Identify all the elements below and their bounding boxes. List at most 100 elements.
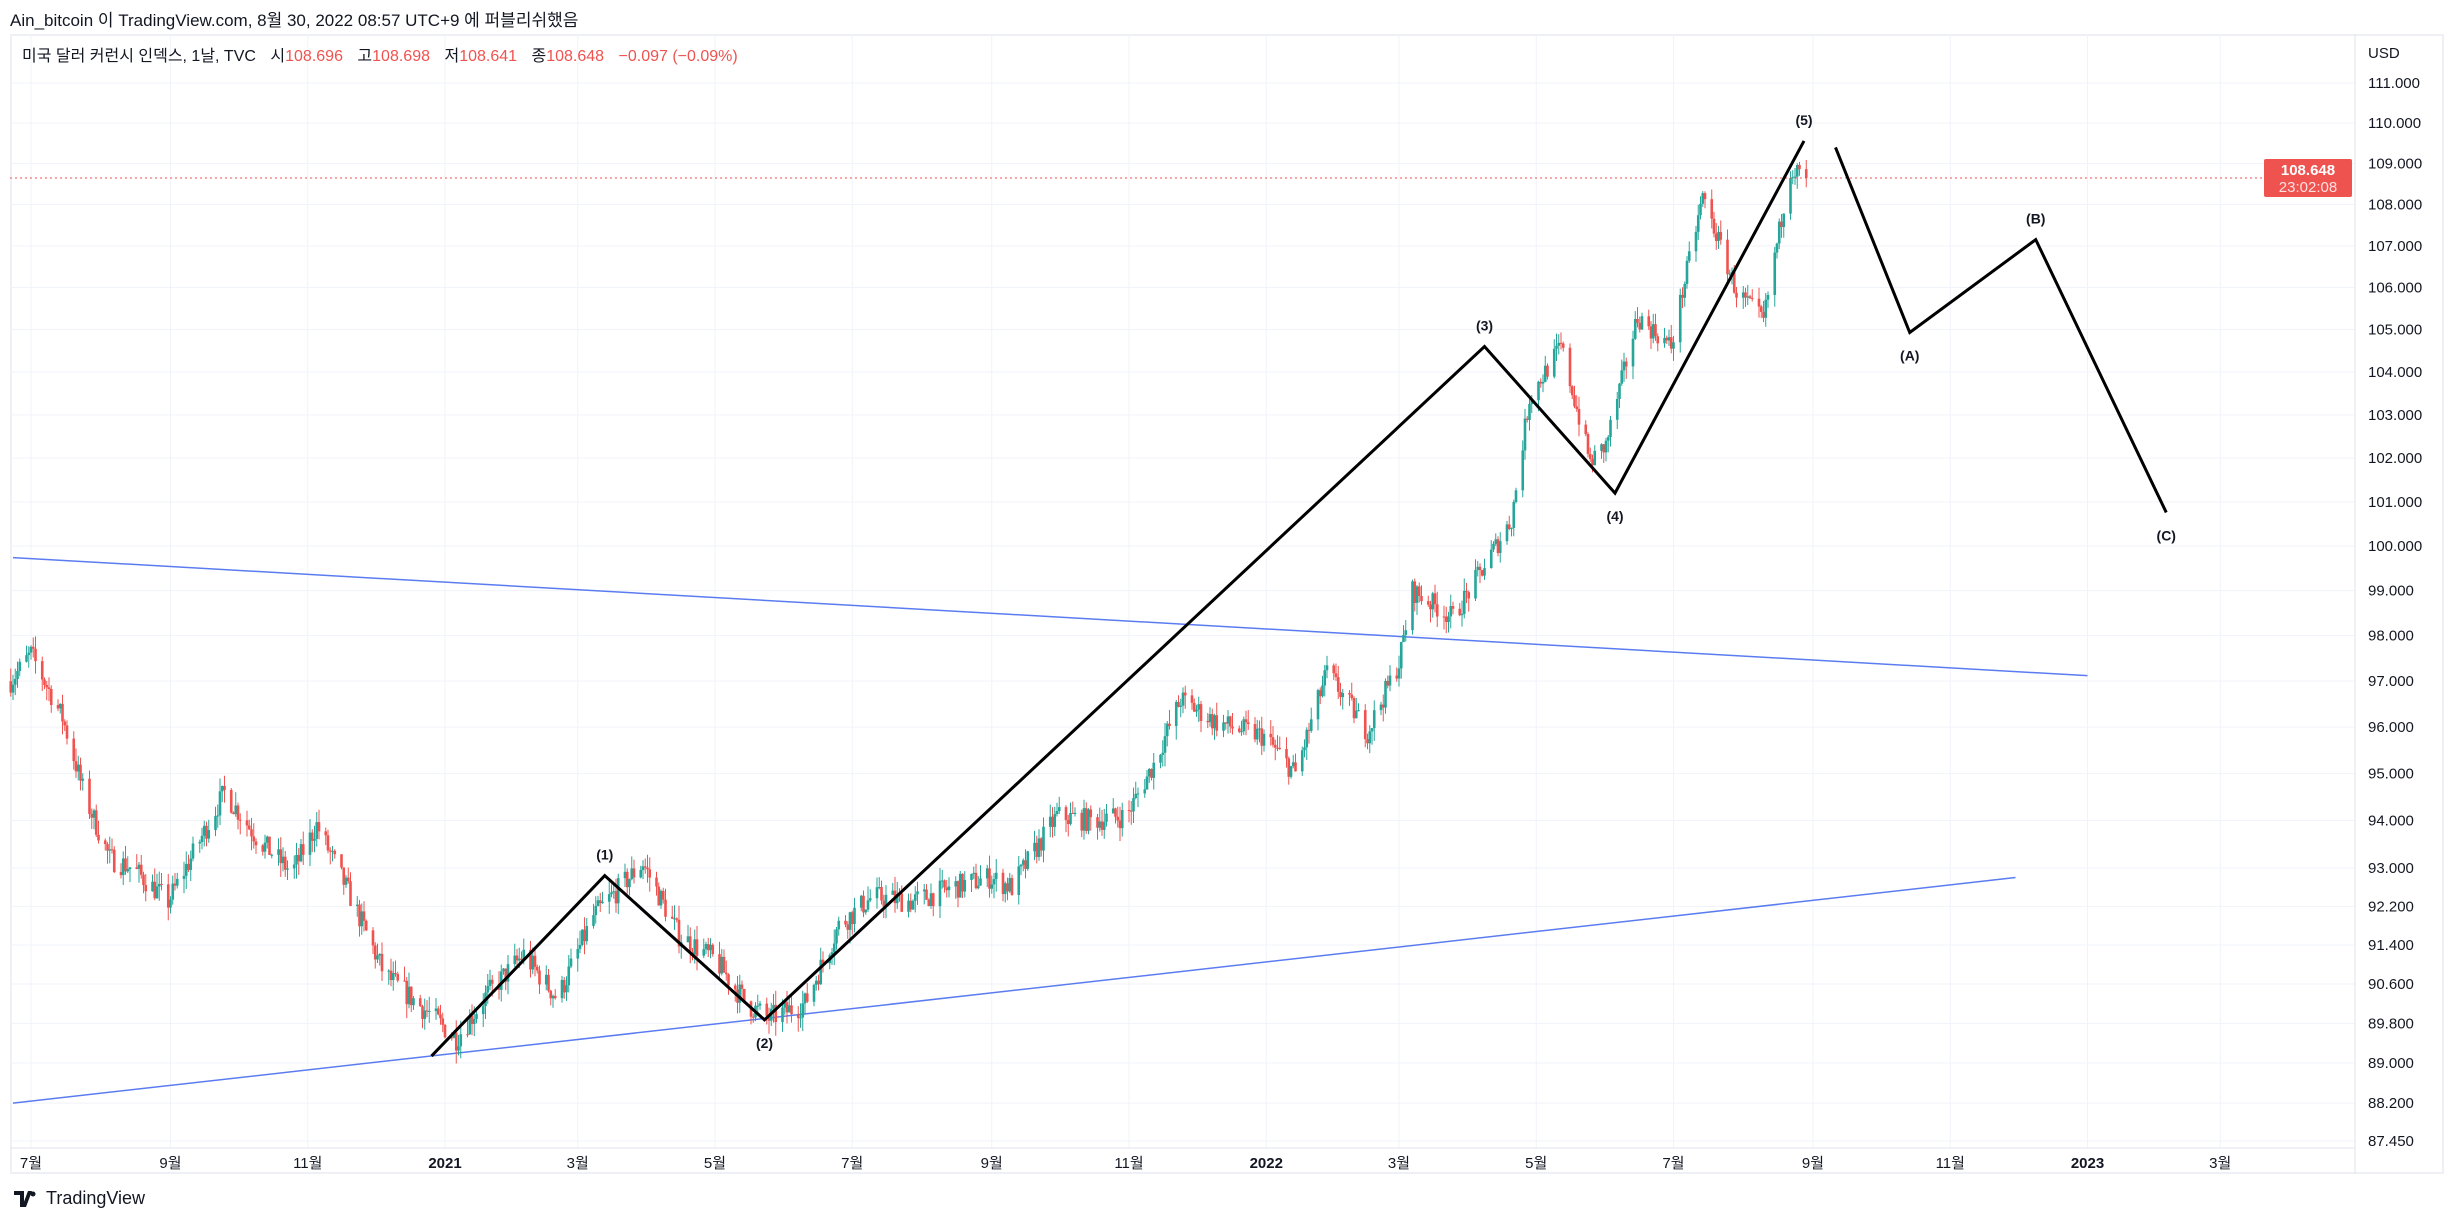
candle-body: [1127, 809, 1131, 811]
candle-body: [1750, 298, 1754, 300]
candle-body: [1258, 728, 1261, 730]
candle-body: [864, 909, 868, 913]
candle-body: [1667, 337, 1671, 341]
candle-body: [403, 980, 406, 982]
candle-body: [1105, 813, 1108, 822]
candle-body: [1604, 440, 1608, 453]
candle-body: [821, 959, 825, 964]
candle-body: [1336, 677, 1340, 692]
candle-body: [232, 812, 235, 815]
time-tick-label: 3월: [1388, 1155, 1410, 1172]
candle-body: [1537, 381, 1540, 401]
trendline: [12, 876, 2016, 1104]
candles: [9, 160, 1808, 1064]
candle-body: [1431, 593, 1435, 610]
tradingview-logo[interactable]: TradingView: [14, 1188, 145, 1209]
candle-body: [283, 856, 287, 870]
time-tick-label: 11월: [1936, 1155, 1965, 1172]
candle-body: [191, 843, 195, 859]
candle-body: [673, 918, 676, 920]
candle-body: [394, 973, 397, 975]
candle-body: [859, 895, 863, 908]
candle-body: [1591, 459, 1594, 466]
candle-body: [9, 681, 13, 693]
last-price-tag-box: [2264, 159, 2352, 198]
candle-body: [328, 850, 332, 852]
candle-body: [1354, 710, 1358, 719]
price-tick-label: 106.000: [2368, 279, 2422, 296]
candle-body: [956, 881, 960, 898]
candle-body: [472, 1018, 476, 1025]
candle-body: [229, 789, 233, 813]
candle-body: [18, 661, 22, 672]
last-price-tag: 108.648 23:02:08: [2264, 159, 2352, 198]
candle-body: [1789, 177, 1792, 214]
candle-body: [1701, 193, 1705, 204]
candle-body: [297, 854, 301, 862]
candle-body: [994, 872, 998, 880]
candle-body: [421, 1006, 424, 1019]
candle-body: [850, 912, 854, 925]
candle-body: [985, 868, 989, 879]
candle-body: [1116, 816, 1120, 821]
candle-body: [261, 845, 265, 852]
candle-body: [1129, 810, 1133, 812]
candle-body: [1069, 812, 1072, 825]
candle-body: [1179, 705, 1183, 707]
candle-body: [1035, 842, 1039, 857]
candle-body: [1323, 670, 1327, 686]
candle-body: [1051, 816, 1054, 827]
open-value: 108.696: [285, 48, 343, 65]
candle-body: [310, 832, 314, 841]
candle-body: [11, 684, 15, 693]
candle-body: [1017, 866, 1021, 895]
candle-body: [49, 689, 53, 706]
candle-body: [655, 877, 658, 887]
candle-body: [614, 891, 618, 904]
candle-body: [1303, 747, 1306, 751]
candle-body: [844, 920, 847, 925]
candle-body: [1741, 292, 1745, 298]
candle-body: [13, 678, 17, 685]
candle-body: [1316, 690, 1320, 720]
candle-body: [1672, 342, 1675, 349]
candle-body: [709, 944, 712, 951]
candle-body: [1622, 361, 1626, 371]
wave-label: (3): [1476, 317, 1493, 333]
bar-countdown: 23:02:08: [2279, 179, 2337, 196]
candle-body: [1744, 292, 1747, 298]
candle-body: [1602, 444, 1606, 453]
candle-body: [31, 646, 35, 649]
candle-body: [722, 956, 726, 973]
candle-body: [281, 856, 285, 864]
candle-body: [1348, 692, 1351, 695]
price-tick-label: 107.000: [2368, 238, 2422, 255]
candle-body: [1512, 502, 1516, 528]
candle-body: [443, 1024, 447, 1038]
price-tick-label: 104.000: [2368, 364, 2422, 381]
candle-body: [34, 648, 37, 662]
grid: [10, 34, 2355, 1148]
candle-body: [1426, 601, 1430, 605]
candle-body: [580, 929, 584, 945]
candle-body: [970, 873, 973, 880]
candle-body: [1215, 715, 1219, 731]
candle-body: [848, 912, 852, 930]
candle-body: [646, 867, 649, 870]
candle-body: [1003, 883, 1007, 895]
candle-body: [583, 929, 586, 942]
candle-body: [1462, 590, 1466, 614]
candle-body: [1552, 348, 1556, 377]
candle-body: [418, 998, 422, 1007]
candle-body: [814, 980, 818, 985]
candle-body: [576, 948, 580, 959]
candle-body: [1242, 719, 1246, 732]
candle-body: [376, 955, 379, 960]
candle-body: [639, 869, 643, 878]
candle-body: [166, 884, 170, 908]
candle-body: [819, 959, 823, 985]
candle-body: [565, 985, 568, 993]
candle-body: [1213, 715, 1216, 729]
candle-body: [1712, 218, 1716, 234]
